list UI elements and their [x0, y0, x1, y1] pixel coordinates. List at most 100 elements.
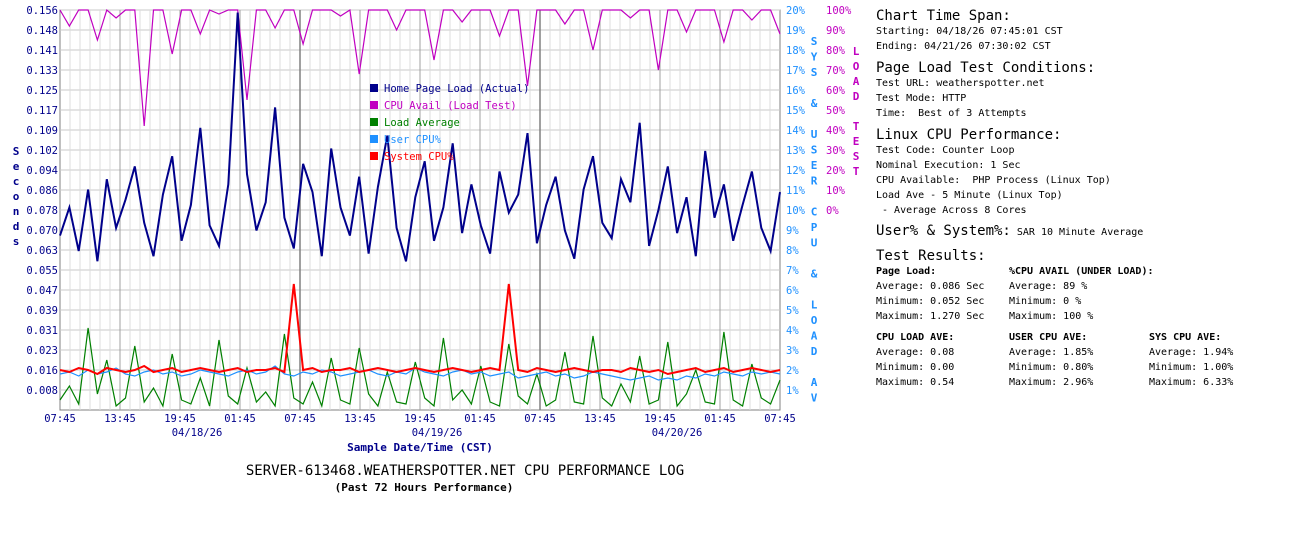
test-url: Test URL: weatherspotter.net	[876, 78, 1045, 89]
y-tick-label: 0.031	[26, 325, 58, 337]
right-axis2-tick: 0%	[826, 205, 839, 217]
user-cpu-heading: USER CPU AVE:	[1009, 332, 1088, 343]
right-axis1-tick: 18%	[786, 45, 806, 57]
y-tick-label: 0.148	[26, 25, 58, 37]
right-axis1-tick: 5%	[786, 305, 799, 317]
cpu-load-avg: Average: 0.08	[876, 347, 955, 358]
span-title: Chart Time Span:	[876, 8, 1011, 24]
x-tick-label: 07:45	[764, 413, 796, 425]
series-line-1	[59, 8, 781, 127]
x-tick-label: 01:45	[464, 413, 496, 425]
chart-title: SERVER-613468.WEATHERSPOTTER.NET CPU PER…	[246, 463, 684, 479]
span-end: Ending: 04/21/26 07:30:02 CST	[876, 41, 1051, 52]
legend-swatch	[370, 152, 378, 160]
y-tick-label: 0.094	[26, 165, 58, 177]
test-code: Test Code: Counter Loop	[876, 145, 1015, 156]
x-tick-labels: 07:45 13:45 19:45 01:45 07:45 13:45 19:45 01:45…	[44, 413, 796, 425]
y-tick-label: 0.023	[26, 345, 58, 357]
right-axis1-tick: 14%	[786, 125, 806, 137]
load-ave: Load Ave - 5 Minute (Linux Top)	[876, 190, 1063, 201]
cpu-load-col: CPU LOAD AVE: Average: 0.08 Minimum: 0.0…	[876, 330, 1009, 390]
y-tick-label: 0.117	[26, 105, 58, 117]
right-axis1-tick: 6%	[786, 285, 799, 297]
cpu-load-heading: CPU LOAD AVE:	[876, 332, 955, 343]
page-load-heading: Page Load:	[876, 266, 937, 277]
x-tick-label: 07:45	[284, 413, 316, 425]
nominal-exec: Nominal Execution: 1 Sec	[876, 160, 1021, 171]
right-axis2-tick: 100%	[826, 5, 852, 17]
right-axis2-tick: 30%	[826, 145, 846, 157]
y-tick-labels: 0.156 0.148 0.141 0.133 0.125 0.117 0.109 0.102…	[26, 5, 58, 397]
x-tick-label: 19:45	[404, 413, 436, 425]
date-label: 04/18/26	[172, 427, 223, 439]
cores: - Average Across 8 Cores	[876, 205, 1027, 216]
y-tick-label: 0.109	[26, 125, 58, 137]
user-system-title: User% & System%:	[876, 223, 1011, 239]
date-label: 04/20/26	[652, 427, 703, 439]
series-line-0	[59, 12, 781, 262]
y-tick-label: 0.070	[26, 225, 58, 237]
results-row-1: Page Load: Average: 0.086 Sec Minimum: 0…	[876, 264, 1286, 324]
user-cpu-min: Minimum: 0.80%	[1009, 362, 1094, 373]
right-axis1-tick: 15%	[786, 105, 806, 117]
x-tick-label: 19:45	[164, 413, 196, 425]
cpu-load-min: Minimum: 0.00	[876, 362, 955, 373]
y-tick-label: 0.102	[26, 145, 58, 157]
x-tick-label: 13:45	[104, 413, 136, 425]
user-system-text: SAR 10 Minute Average	[1016, 227, 1144, 238]
date-label: 04/19/26	[412, 427, 463, 439]
right-axis2-tick: 90%	[826, 25, 846, 37]
x-axis-label: Sample Date/Time (CST)	[347, 441, 493, 454]
sys-cpu-avg: Average: 1.94%	[1149, 347, 1234, 358]
legend-label: System CPU%	[384, 151, 454, 163]
right-axis1-tick: 2%	[786, 365, 799, 377]
x-tick-label: 01:45	[704, 413, 736, 425]
x-tick-label: 13:45	[584, 413, 616, 425]
series-layer	[59, 8, 781, 409]
legend-label: User CPU%	[384, 134, 442, 146]
user-cpu-avg: Average: 1.85%	[1009, 347, 1094, 358]
user-system-line: User% & System%: SAR 10 Minute Average	[876, 224, 1286, 240]
cpu-avail-heading: %CPU AVAIL (UNDER LOAD):	[1009, 266, 1154, 277]
chart-subtitle: (Past 72 Hours Performance)	[335, 481, 514, 494]
y-tick-label: 0.063	[26, 245, 58, 257]
right-axis2-tick: 50%	[826, 105, 846, 117]
right-axis2-tick: 40%	[826, 125, 846, 137]
y-tick-label: 0.141	[26, 45, 58, 57]
series-line-4	[59, 283, 781, 376]
grid-lines	[60, 9, 780, 410]
series-line-2	[59, 327, 781, 409]
sys-cpu-min: Minimum: 1.00%	[1149, 362, 1234, 373]
right-axis1-tick: 7%	[786, 265, 799, 277]
page-load-col: Page Load: Average: 0.086 Sec Minimum: 0…	[876, 264, 1009, 324]
y-tick-label: 0.008	[26, 385, 58, 397]
right-axis2-tick: 60%	[826, 85, 846, 97]
right-axis1-tick: 16%	[786, 85, 806, 97]
date-labels: 04/18/26 04/19/26 04/20/26	[172, 427, 703, 439]
span-start: Starting: 04/18/26 07:45:01 CST	[876, 26, 1063, 37]
right-axis1-tick: 12%	[786, 165, 806, 177]
y-tick-label: 0.055	[26, 265, 58, 277]
right-axis1-tick: 9%	[786, 225, 799, 237]
y-tick-label: 0.078	[26, 205, 58, 217]
legend-swatch	[370, 101, 378, 109]
y-tick-label: 0.016	[26, 365, 58, 377]
right-axis1-tick: 8%	[786, 245, 799, 257]
right-axis1-tick: 11%	[786, 185, 806, 197]
right-axis2-tick: 10%	[826, 185, 846, 197]
legend-label: CPU Avail (Load Test)	[384, 100, 517, 112]
user-cpu-col: USER CPU AVE: Average: 1.85% Minimum: 0.…	[1009, 330, 1149, 390]
right-axis1-tick: 4%	[786, 325, 799, 337]
legend-swatch	[370, 135, 378, 143]
right-axis2-tick: 80%	[826, 45, 846, 57]
cpu-avail-avg: Average: 89 %	[1009, 281, 1088, 292]
sys-cpu-heading: SYS CPU AVE:	[1149, 332, 1222, 343]
legend-label: Load Average	[384, 117, 460, 129]
right-axis1-tick: 3%	[786, 345, 799, 357]
sys-cpu-col: SYS CPU AVE: Average: 1.94% Minimum: 1.0…	[1149, 330, 1286, 390]
test-mode: Test Mode: HTTP	[876, 93, 967, 104]
cpu-performance-chart: 0.156 0.148 0.141 0.133 0.125 0.117 0.109 0.102…	[13, 5, 860, 494]
